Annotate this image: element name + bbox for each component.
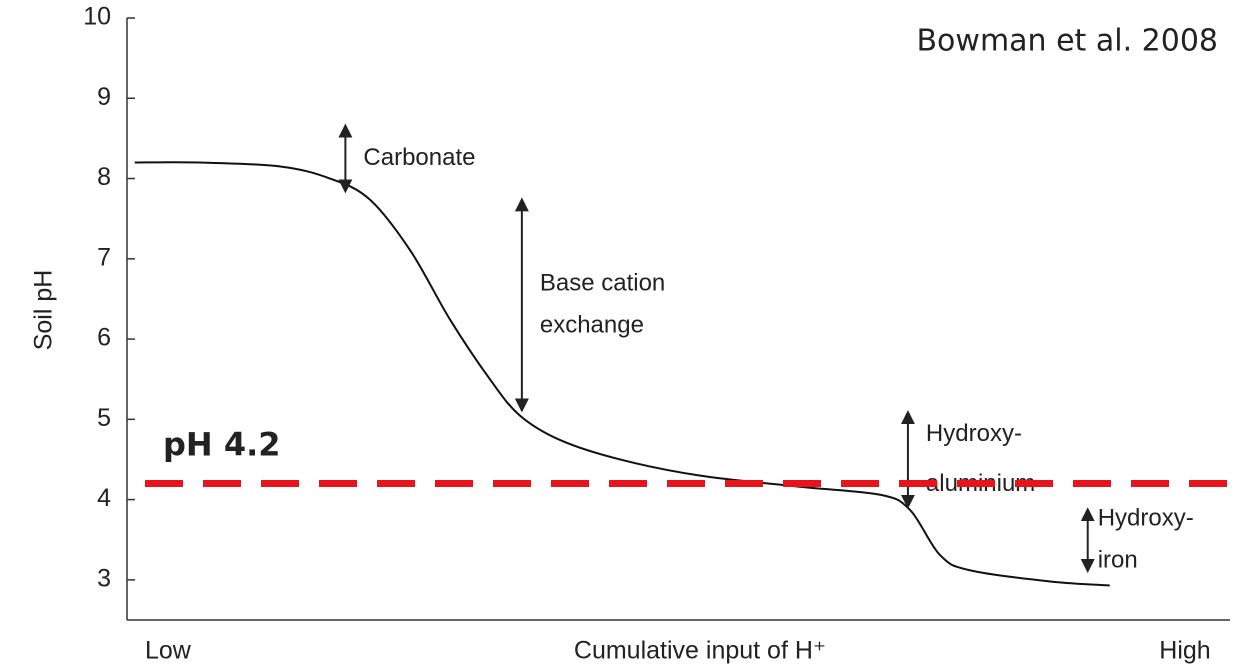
y-tick-label: 3: [97, 564, 111, 592]
annotation-text: Hydroxy-: [1098, 504, 1194, 531]
reference-label: pH 4.2: [163, 426, 281, 464]
annotation-text: iron: [1098, 546, 1138, 573]
annotation-text: exchange: [540, 311, 644, 338]
curve: [134, 161, 1110, 587]
annotation-text: Carbonate: [363, 144, 475, 171]
annotation-text: Hydroxy-: [926, 420, 1022, 447]
y-tick-label: 10: [83, 3, 111, 31]
annotation-text: Base cation: [540, 269, 665, 296]
x-high-label: High: [1159, 637, 1210, 665]
y-tick-label: 8: [97, 163, 111, 191]
y-axis-label: Soil pH: [30, 270, 58, 351]
y-tick-label: 6: [97, 324, 111, 352]
y-tick-label: 4: [97, 484, 111, 512]
x-low-label: Low: [145, 637, 192, 665]
y-tick-label: 7: [97, 243, 111, 271]
x-axis-label: Cumulative input of H⁺: [574, 637, 826, 665]
y-tick-label: 9: [97, 83, 111, 111]
credit: Bowman et al. 2008: [916, 24, 1218, 59]
y-tick-label: 5: [97, 404, 111, 432]
